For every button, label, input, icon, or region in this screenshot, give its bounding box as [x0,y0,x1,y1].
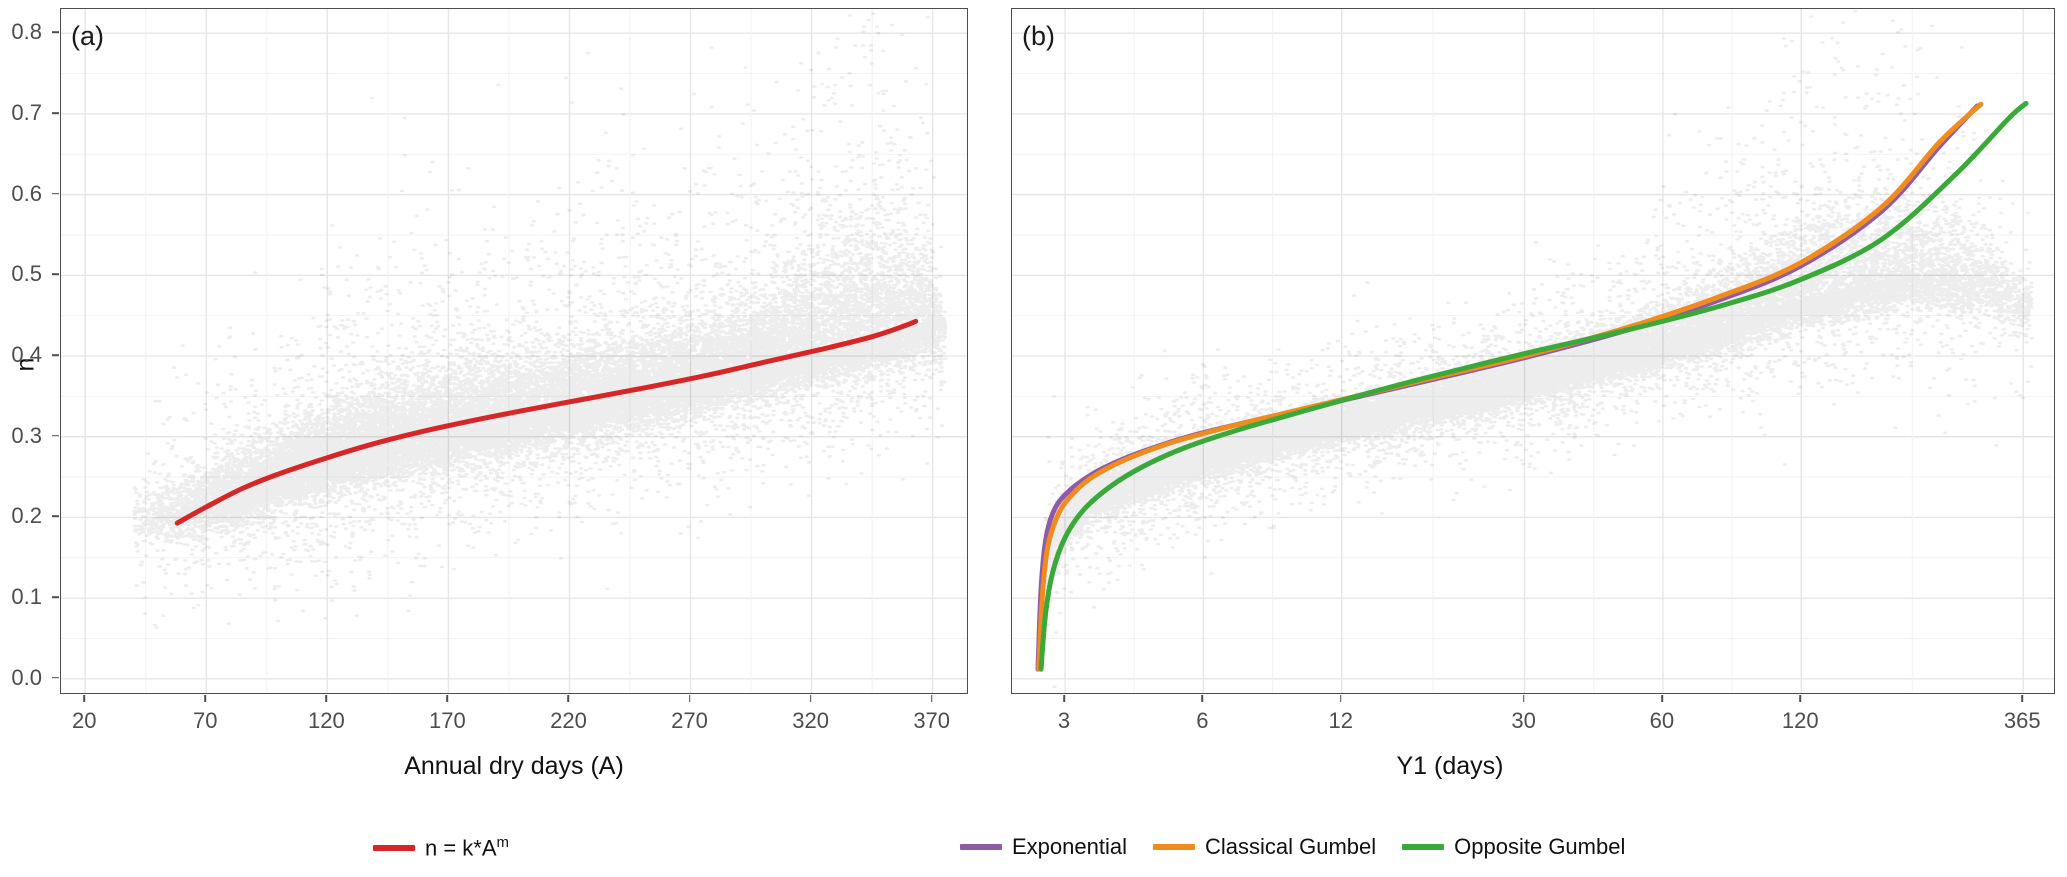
panel-b-x-tick: 60 [1649,708,1675,733]
legend-label: Exponential [1012,834,1127,859]
panel-a-x-tick-mark [688,695,691,702]
panel-b-canvas [1012,9,2054,693]
panel-a-y-tick-mark [52,596,59,598]
panel-b-x-tick: 30 [1511,708,1536,733]
panel-b-x-tick-mark [1799,695,1802,702]
panel-a-x-tick-mark [930,695,933,702]
panel-a-y-tick-mark [52,515,59,518]
panel-b-plot-area: (b) [1011,8,2055,694]
panel-a-legend: n = k*Am [373,834,510,861]
panel-a-y-tick-mark [52,434,59,437]
panel-a-x-tick: 320 [792,708,829,733]
panel-a-y-tick-mark [52,112,59,114]
panel-a-x-tick: 170 [429,708,466,733]
panel-a-x-tick-mark [325,695,328,702]
panel-b-legend: Exponential Classical Gumbel Opposite Gumb… [960,836,1625,858]
legend-label: n = k*Am [425,834,510,861]
panel-b-x-tick-mark [1339,695,1342,702]
panel-a-y-tick-mark [52,273,59,276]
panel-a-y-tick: 0.7 [11,99,42,125]
legend-swatch-icon [1152,844,1195,850]
legend-label: Opposite Gumbel [1454,834,1626,859]
panel-a-y-tick: 0.2 [11,503,42,529]
panel-a-y-tick: 0.5 [11,261,42,287]
panel-b-x-tick: 12 [1328,708,1353,733]
panel-a-y-tick-mark [52,31,59,33]
panel-a-x-tick: 120 [307,708,345,733]
panel-b-x-tick: 3 [1057,708,1071,733]
legend-swatch-icon [373,844,415,851]
panel-a-y-tick: 0.3 [11,422,42,448]
legend-entry[interactable]: n = k*Am [373,834,510,861]
panel-a-y-tick: 0.1 [11,584,42,610]
panel-a-x-tick-mark [446,695,449,702]
panel-b-x-tick-mark [1661,695,1663,702]
panel-a-y-tick: 0.0 [11,664,42,690]
panel-a-x-tick-mark [809,695,812,702]
panel-b-tag: (b) [1022,21,1055,51]
panel-b-x-tick-mark [1522,695,1525,702]
legend-entry[interactable]: Opposite Gumbel [1402,836,1625,858]
legend-label: Classical Gumbel [1204,834,1377,859]
panel-a-x-tick: 20 [71,708,97,733]
panel-a-x-tick: 70 [193,708,218,733]
panel-a-y-tick: 0.8 [11,19,42,45]
panel-a-x-tick-mark [204,695,207,702]
panel-b-x-tick: 120 [1781,708,1819,733]
panel-a-x-tick-mark [83,695,85,702]
panel-b-x-tick-mark [1201,695,1204,702]
panel-b-x-tick: 365 [2003,708,2041,733]
panel-a-y-tick: 0.6 [11,180,42,206]
legend-entry[interactable]: Exponential [960,836,1127,858]
panel-a-x-tick: 220 [550,708,587,733]
panel-a-x-axis-title: Annual dry days (A) [404,752,624,780]
panel-a-tag: (a) [71,21,104,51]
panel-b-x-tick: 6 [1196,708,1209,733]
panel-a-y-tick: 0.4 [11,342,42,368]
legend-swatch-icon [1402,844,1445,850]
panel-a-y-tick-mark [52,677,59,679]
panel-b-x-tick-mark [1063,695,1065,702]
panel-b-x-axis-title: Y1 (days) [1396,752,1504,780]
panel-a-x-tick: 270 [671,708,708,733]
legend-swatch-icon [960,844,1002,850]
panel-a-x-tick-mark [567,695,570,702]
panel-a-y-tick-mark [52,192,59,195]
panel-a-y-tick-mark [52,354,59,356]
legend-entry[interactable]: Classical Gumbel [1152,834,1377,859]
panel-a-x-tick: 370 [913,708,951,733]
panel-b-x-tick-mark [2021,695,2024,702]
panel-a-canvas [61,9,967,693]
panel-a-plot-area: (a) [60,8,968,694]
